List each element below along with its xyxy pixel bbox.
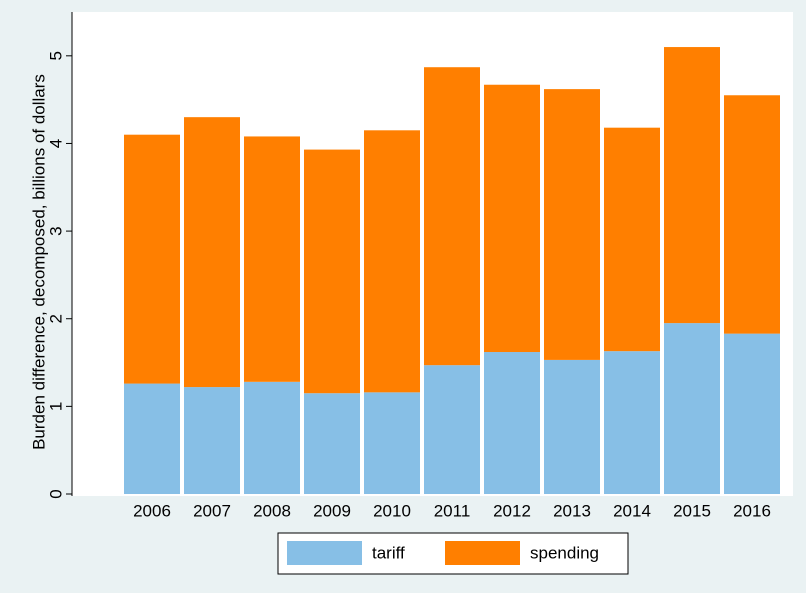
y-tick-label: 0 <box>46 489 65 498</box>
bar-segment <box>664 47 720 324</box>
bar-segment <box>664 323 720 494</box>
bar-segment <box>304 393 360 494</box>
y-tick-label: 1 <box>46 402 65 411</box>
legend-swatch <box>445 541 520 565</box>
bar-segment <box>184 387 240 494</box>
x-tick-label: 2013 <box>553 501 591 520</box>
legend-label: tariff <box>372 543 405 562</box>
bar-segment <box>364 130 420 393</box>
bar-segment <box>544 359 600 494</box>
bar-segment <box>604 351 660 494</box>
x-tick-label: 2010 <box>373 501 411 520</box>
bar-segment <box>544 89 600 360</box>
bar-segment <box>124 134 180 384</box>
x-tick-label: 2014 <box>613 501 651 520</box>
y-tick-label: 2 <box>46 314 65 323</box>
bar-segment <box>184 117 240 388</box>
legend-label: spending <box>530 543 599 562</box>
x-tick-label: 2006 <box>133 501 171 520</box>
bar-segment <box>424 365 480 494</box>
bar-segment <box>304 149 360 394</box>
bar-segment <box>124 383 180 494</box>
bar-segment <box>424 67 480 366</box>
bar-segment <box>604 127 660 352</box>
bar-segment <box>724 95 780 334</box>
x-tick-label: 2012 <box>493 501 531 520</box>
bar-segment <box>484 352 540 494</box>
x-tick-label: 2007 <box>193 501 231 520</box>
legend-swatch <box>287 541 362 565</box>
x-tick-label: 2011 <box>434 501 471 520</box>
y-tick-label: 5 <box>46 51 65 60</box>
x-tick-label: 2015 <box>673 501 711 520</box>
bar-segment <box>484 84 540 353</box>
y-tick-label: 4 <box>46 139 65 148</box>
x-tick-label: 2009 <box>313 501 351 520</box>
bar-segment <box>244 136 300 382</box>
x-tick-label: 2016 <box>733 501 771 520</box>
y-tick-label: 3 <box>46 226 65 235</box>
y-axis-label: Burden difference, decomposed, billions … <box>29 74 48 450</box>
bar-segment <box>244 381 300 494</box>
bar-segment <box>364 392 420 494</box>
bar-segment <box>724 333 780 494</box>
x-tick-label: 2008 <box>253 501 291 520</box>
